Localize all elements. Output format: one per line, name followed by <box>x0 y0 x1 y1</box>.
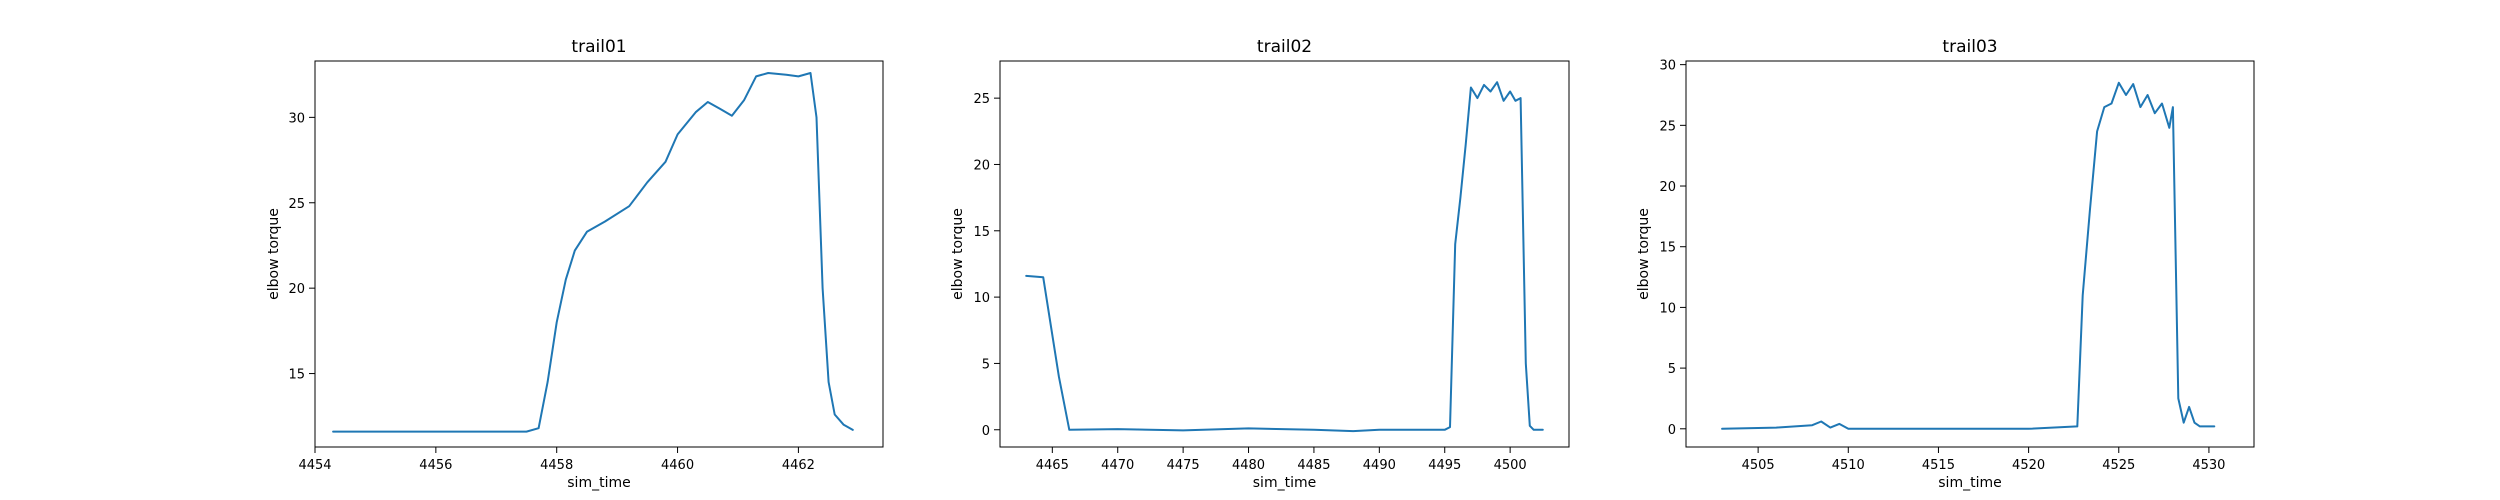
axes-frame <box>314 60 884 448</box>
y-tick-label: 10 <box>973 291 990 306</box>
subplot-title: trail03 <box>1942 37 1997 57</box>
y-tick-label: 25 <box>288 197 305 212</box>
x-tick-label: 4460 <box>661 458 694 473</box>
y-tick-label: 20 <box>973 158 990 173</box>
y-tick-label: 30 <box>1659 59 1676 74</box>
y-tick-label: 0 <box>1668 423 1676 438</box>
x-tick-label: 4462 <box>782 458 815 473</box>
y-tick-label: 5 <box>1668 362 1676 377</box>
subplot-trail03: trail03 sim_time elbow torque 4505 4510 45… <box>1636 37 2255 491</box>
series-line <box>1721 81 2216 430</box>
y-axis-label: elbow torque <box>950 208 966 300</box>
y-tick-label: 30 <box>288 111 305 126</box>
series-line <box>332 72 854 433</box>
x-tick-label: 4480 <box>1232 458 1265 473</box>
subplot-trail01: trail01 sim_time elbow torque 4454 4456 44… <box>266 37 884 491</box>
y-tick-label: 5 <box>982 357 990 372</box>
y-tick-label: 25 <box>1659 119 1676 134</box>
y-axis-label: elbow torque <box>266 208 282 300</box>
y-tick-label: 15 <box>1659 241 1676 256</box>
x-tick-label: 4485 <box>1297 458 1330 473</box>
plot-area: 4505 4510 4515 4520 4525 4530 0 5 10 15 20 25 30 <box>1659 59 2255 473</box>
subplot-title: trail02 <box>1257 37 1312 57</box>
x-tick-label: 4490 <box>1363 458 1396 473</box>
x-tick-label: 4495 <box>1428 458 1461 473</box>
y-tick-label: 0 <box>982 424 990 439</box>
y-tick-label: 25 <box>973 92 990 107</box>
subplot-title: trail01 <box>571 37 626 57</box>
x-tick-label: 4515 <box>1922 458 1955 473</box>
x-axis-label: sim_time <box>1253 475 1316 491</box>
y-tick-label: 20 <box>1659 180 1676 195</box>
x-tick-label: 4510 <box>1832 458 1865 473</box>
x-axis-label: sim_time <box>567 475 630 491</box>
plot-area: 4454 4456 4458 4460 4462 15 20 25 30 <box>288 60 884 473</box>
x-tick-label: 4505 <box>1742 458 1775 473</box>
y-axis-label: elbow torque <box>1636 208 1652 300</box>
x-tick-label: 4470 <box>1101 458 1134 473</box>
x-tick-label: 4500 <box>1494 458 1527 473</box>
x-tick-label: 4475 <box>1167 458 1200 473</box>
axes-frame <box>1685 60 2255 448</box>
plot-area: 4465 4470 4475 4480 4485 4490 4495 4500 0 5 10 15 20… <box>973 60 1570 473</box>
x-tick-label: 4530 <box>2192 458 2225 473</box>
y-tick-label: 15 <box>973 225 990 240</box>
series-line <box>1025 81 1544 433</box>
y-tick-label: 15 <box>288 368 305 383</box>
x-tick-label: 4458 <box>540 458 573 473</box>
x-tick-label: 4454 <box>298 458 331 473</box>
subplot-trail02: trail02 sim_time elbow torque 4465 4470 44… <box>950 37 1570 491</box>
axes-frame <box>999 60 1570 448</box>
x-tick-label: 4456 <box>419 458 452 473</box>
x-tick-label: 4520 <box>2012 458 2045 473</box>
y-tick-label: 20 <box>288 282 305 297</box>
y-tick-label: 10 <box>1659 301 1676 316</box>
x-tick-label: 4525 <box>2102 458 2135 473</box>
x-tick-label: 4465 <box>1036 458 1069 473</box>
x-axis-label: sim_time <box>1938 475 2001 491</box>
